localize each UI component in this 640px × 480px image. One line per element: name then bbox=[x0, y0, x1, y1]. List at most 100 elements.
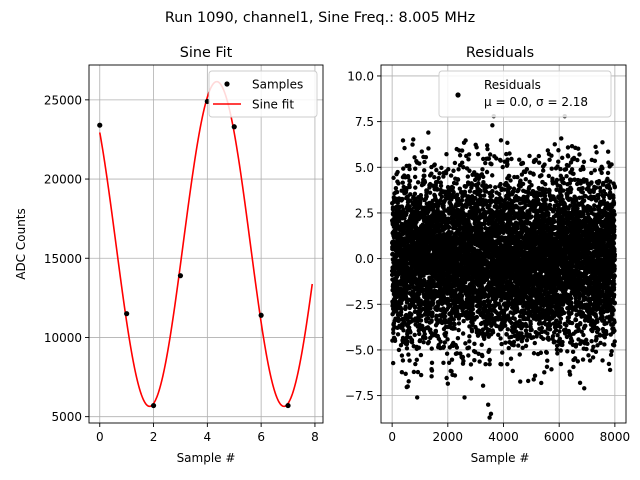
residual-point bbox=[508, 356, 514, 361]
panel-residuals: Residuals 0 2000 4000 6000 8000−7.5−5.0−2.50… bbox=[345, 45, 630, 465]
residual-point bbox=[497, 191, 502, 197]
residual-point bbox=[423, 155, 429, 160]
residual-point bbox=[412, 305, 418, 310]
residual-point bbox=[518, 379, 523, 384]
residual-point bbox=[481, 193, 487, 198]
residual-point bbox=[441, 360, 446, 366]
residual-point bbox=[454, 181, 459, 186]
residual-point bbox=[480, 167, 485, 172]
residual-point bbox=[400, 138, 406, 143]
residual-point bbox=[500, 350, 505, 355]
residual-point bbox=[488, 184, 493, 189]
residual-point bbox=[432, 175, 437, 180]
residual-point bbox=[456, 327, 461, 333]
residual-point bbox=[405, 175, 411, 180]
residual-point bbox=[407, 184, 412, 190]
residual-point bbox=[396, 181, 401, 186]
residual-point bbox=[415, 180, 421, 185]
residual-point bbox=[524, 337, 530, 343]
residual-point bbox=[479, 342, 484, 348]
residual-point bbox=[438, 180, 443, 185]
residual-point bbox=[399, 369, 405, 375]
residual-point bbox=[470, 307, 475, 312]
residual-point bbox=[498, 181, 503, 187]
residual-point bbox=[477, 359, 482, 364]
residual-point bbox=[411, 369, 417, 375]
residual-point bbox=[424, 194, 429, 199]
residual-point bbox=[525, 194, 530, 199]
residual-point bbox=[490, 173, 495, 178]
residual-point bbox=[403, 304, 408, 310]
residual-point bbox=[487, 357, 492, 363]
residual-point bbox=[490, 330, 496, 335]
residual-point bbox=[451, 168, 456, 173]
residual-point bbox=[432, 162, 437, 167]
residual-point bbox=[524, 166, 530, 172]
residual-point bbox=[507, 151, 512, 156]
residual-point bbox=[512, 316, 517, 321]
sine-fit-plot-area bbox=[97, 80, 314, 409]
sample-point-2 bbox=[150, 402, 157, 409]
residual-point bbox=[460, 354, 466, 360]
residual-point bbox=[506, 173, 512, 179]
residual-point bbox=[455, 336, 461, 341]
residual-point bbox=[418, 352, 424, 358]
residual-point bbox=[409, 340, 415, 345]
residual-point bbox=[452, 326, 457, 331]
residual-point bbox=[494, 156, 499, 161]
residual-point bbox=[393, 185, 399, 191]
residual-point bbox=[456, 167, 461, 172]
residual-point bbox=[402, 145, 407, 151]
residual-point bbox=[490, 193, 495, 198]
residual-point bbox=[443, 330, 449, 336]
residual-point bbox=[481, 174, 486, 180]
residual-point bbox=[416, 345, 422, 350]
residual-point bbox=[451, 190, 456, 195]
residual-point bbox=[412, 174, 418, 180]
residual-point bbox=[413, 361, 418, 367]
residual-point bbox=[408, 330, 413, 335]
legend-samples-marker bbox=[224, 81, 230, 87]
residual-point bbox=[480, 353, 485, 359]
residual-point bbox=[447, 224, 452, 230]
sample-point-3 bbox=[177, 273, 184, 279]
sine-fit-xtick-label-1: 2 bbox=[150, 430, 158, 444]
figure-suptitle: Run 1090, channel1, Sine Freq.: 8.005 MH… bbox=[165, 10, 475, 26]
residual-point bbox=[395, 169, 400, 175]
residual-point bbox=[439, 194, 445, 199]
residual-point bbox=[429, 360, 435, 366]
residual-point bbox=[466, 353, 471, 358]
sine-fit-xtick-label-2: 4 bbox=[204, 430, 212, 444]
residual-point bbox=[475, 152, 481, 157]
residual-point bbox=[469, 329, 475, 334]
residual-point bbox=[489, 312, 495, 318]
residual-point bbox=[486, 156, 492, 161]
residual-point bbox=[445, 337, 450, 342]
residual-point bbox=[478, 188, 483, 194]
residual-point bbox=[422, 331, 427, 337]
residual-point bbox=[460, 331, 466, 336]
residual-point bbox=[524, 323, 529, 329]
residual-point bbox=[461, 318, 466, 324]
sine-fit-xlabel: Sample # bbox=[177, 451, 236, 465]
sine-fit-ytick-label-4: 25000 bbox=[44, 93, 82, 107]
residual-point bbox=[438, 198, 443, 203]
residual-point bbox=[507, 185, 513, 191]
sine-fit-ytick-label-1: 10000 bbox=[44, 331, 82, 345]
residual-point bbox=[400, 196, 405, 202]
residual-point bbox=[483, 160, 488, 166]
residual-point bbox=[449, 357, 455, 362]
legend-samples-label: Samples bbox=[252, 78, 303, 92]
residual-point bbox=[448, 173, 454, 178]
residual-point bbox=[407, 166, 412, 172]
residual-point bbox=[490, 188, 495, 194]
residual-point bbox=[429, 171, 434, 176]
sample-point-0 bbox=[97, 122, 103, 128]
residual-point bbox=[444, 151, 449, 157]
residual-point bbox=[428, 305, 433, 311]
residual-point bbox=[419, 149, 425, 154]
residual-point bbox=[421, 339, 426, 345]
